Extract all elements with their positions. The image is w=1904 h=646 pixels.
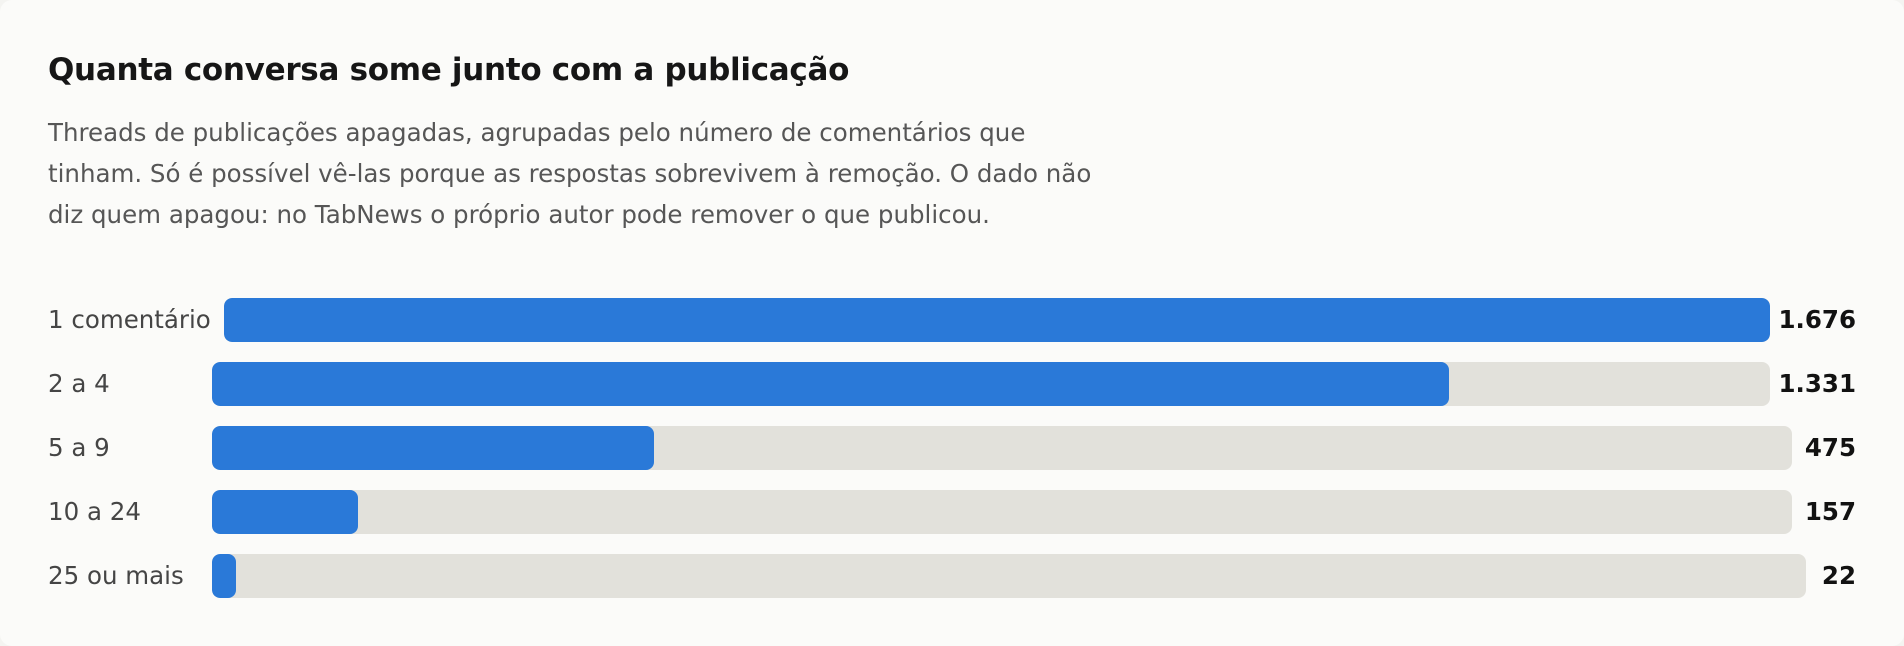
bar xyxy=(212,426,654,470)
bar-track xyxy=(212,362,1770,406)
category-label: 25 ou mais xyxy=(48,561,184,590)
value-label: 1.676 xyxy=(1778,305,1857,334)
bar-track xyxy=(212,426,1792,470)
bar xyxy=(224,298,1770,342)
bar-track xyxy=(224,298,1770,342)
bar xyxy=(212,490,358,534)
bar-track xyxy=(212,490,1792,534)
bar xyxy=(212,362,1449,406)
value-label: 1.331 xyxy=(1778,369,1857,398)
category-label: 2 a 4 xyxy=(48,369,110,398)
bar-track xyxy=(212,554,1806,598)
value-label: 22 xyxy=(1821,561,1856,590)
value-label: 157 xyxy=(1804,497,1856,526)
category-label: 10 a 24 xyxy=(48,497,141,526)
bar xyxy=(212,554,236,598)
value-label: 475 xyxy=(1804,433,1856,462)
category-label: 1 comentário xyxy=(48,305,211,334)
chart-title: Quanta conversa some junto com a publica… xyxy=(48,52,850,88)
chart-subtitle: Threads de publicações apagadas, agrupad… xyxy=(48,118,1092,229)
category-label: 5 a 9 xyxy=(48,433,110,462)
